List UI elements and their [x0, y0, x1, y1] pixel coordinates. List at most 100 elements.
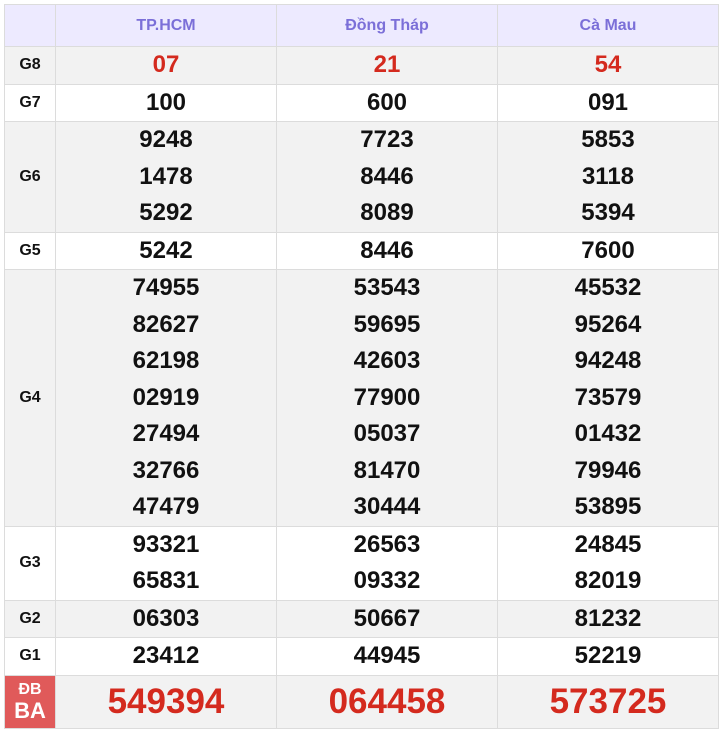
prize-cell: 100: [55, 83, 277, 122]
prize-label: G7: [4, 83, 56, 122]
prize-cell: 93321 65831: [55, 525, 277, 601]
prize-number: 81470: [353, 456, 421, 484]
prize-cell: 45532 95264 94248 73579 01432 79946 53895: [497, 269, 719, 527]
prize-number: 21: [373, 51, 401, 78]
prize-cell: 53543 59695 42603 77900 05037 81470 30444: [276, 269, 498, 527]
prize-number: 53895: [574, 493, 642, 520]
prize-number: 07: [152, 51, 180, 78]
prize-label-text: G2: [19, 609, 41, 627]
prize-number: 091: [587, 88, 629, 116]
prize-number: 94248: [574, 347, 642, 374]
prize-number: 05037: [353, 420, 421, 447]
prize-cell: 21: [276, 46, 498, 85]
prize-cell: 5242: [55, 231, 277, 270]
prize-label: G4: [4, 269, 56, 527]
prize-number: 549394: [107, 681, 225, 721]
prize-row-g4: G4 74955 82627 62198 02919 27494 32766 47479 535…: [4, 269, 719, 527]
prize-number: 02919: [132, 383, 200, 411]
header-row: TP.HCM Đồng Tháp Cà Mau: [4, 4, 719, 47]
corner-cell: [4, 4, 56, 47]
prize-label-text: G3: [19, 554, 41, 571]
prize-number: 82019: [574, 567, 642, 594]
prize-number: 59695: [353, 310, 421, 338]
prize-number: 81232: [574, 604, 642, 632]
prize-number: 42603: [353, 347, 421, 374]
prize-row-g7: G7 100 600 091: [4, 83, 719, 122]
prize-cell: 7723 8446 8089: [276, 121, 498, 233]
prize-number: 26563: [353, 530, 421, 558]
prize-cell: 07: [55, 46, 277, 85]
prize-number: 74955: [132, 274, 200, 301]
prize-label: G5: [4, 231, 56, 270]
prize-cell: 573725: [497, 674, 719, 729]
prize-label-text: ĐB: [18, 680, 42, 698]
prize-cell: 26563 09332: [276, 525, 498, 601]
prize-number: 5242: [139, 236, 193, 264]
prize-cell: 44945: [276, 637, 498, 676]
prize-cell: 24845 82019: [497, 525, 719, 601]
prize-cell: 74955 82627 62198 02919 27494 32766 47479: [55, 269, 277, 527]
prize-cell: 5853 3118 5394: [497, 121, 719, 233]
prize-row-g6: G6 9248 1478 5292 7723 8446 8089 5853 3118 5394: [4, 121, 719, 233]
prize-label: G6: [4, 121, 56, 233]
prize-row-g3: G3 93321 65831 26563 09332 24845 82019: [4, 525, 719, 601]
prize-number: 7600: [581, 236, 635, 264]
prize-row-db: ĐB BA 549394 064458 573725: [4, 674, 719, 729]
prize-number: 27494: [132, 420, 200, 447]
province-tphcm[interactable]: TP.HCM: [55, 4, 277, 47]
prize-row-g2: G2 06303 50667 81232: [4, 599, 719, 638]
prize-row-g1: G1 23412 44945 52219: [4, 637, 719, 676]
prize-number: 5292: [139, 199, 193, 226]
prize-label-text: G5: [19, 241, 41, 259]
prize-number: 7723: [360, 126, 414, 153]
prize-number: 01432: [574, 420, 642, 447]
prize-cell: 81232: [497, 599, 719, 638]
prize-number: 82627: [132, 310, 200, 338]
prize-cell: 52219: [497, 637, 719, 676]
prize-number: 50667: [353, 604, 421, 632]
province-ca-mau[interactable]: Cà Mau: [497, 4, 719, 47]
prize-number: 1478: [139, 162, 193, 190]
prize-number: 79946: [574, 456, 642, 484]
special-label-stack: ĐB BA: [5, 676, 55, 728]
prize-cell: 23412: [55, 637, 277, 676]
prize-cell: 54: [497, 46, 719, 85]
prize-number: 064458: [328, 681, 446, 721]
prize-cell: 06303: [55, 599, 277, 638]
prize-label: G1: [4, 637, 56, 676]
prize-cell: 8446: [276, 231, 498, 270]
prize-number: 73579: [574, 383, 642, 411]
prize-label-text: G4: [19, 388, 41, 406]
prize-number: 44945: [353, 642, 421, 669]
prize-number: 5853: [581, 126, 635, 153]
prize-number: 62198: [132, 347, 200, 374]
prize-cell: 091: [497, 83, 719, 122]
prize-number: 45532: [574, 274, 642, 301]
prize-number: 9248: [139, 126, 193, 153]
prize-number: 30444: [353, 493, 421, 520]
prize-number: 8446: [360, 236, 414, 264]
province-dong-thap[interactable]: Đồng Tháp: [276, 4, 498, 47]
prize-number: 06303: [132, 604, 200, 632]
prize-label-text: G7: [19, 93, 41, 111]
prize-cell: 549394: [55, 674, 277, 729]
prize-cell: 600: [276, 83, 498, 122]
prize-number: 573725: [549, 681, 667, 721]
prize-label: ĐB BA: [4, 674, 56, 729]
prize-number: 54: [594, 51, 622, 78]
prize-label-text: G6: [19, 167, 41, 185]
watermark: BA: [14, 697, 46, 723]
prize-number: 47479: [132, 493, 200, 520]
prize-number: 24845: [574, 530, 642, 558]
prize-label-text: G8: [19, 56, 41, 74]
prize-label: G2: [4, 599, 56, 638]
prize-number: 93321: [132, 530, 200, 558]
prize-cell: 7600: [497, 231, 719, 270]
prize-number: 5394: [581, 199, 635, 226]
prize-number: 100: [145, 88, 187, 116]
prize-number: 8446: [360, 162, 414, 190]
prize-number: 77900: [353, 383, 421, 411]
prize-number: 53543: [353, 274, 421, 301]
lottery-results-table: TP.HCM Đồng Tháp Cà Mau G8 07 21 54 G7 100 600…: [4, 4, 719, 729]
prize-cell: 064458: [276, 674, 498, 729]
